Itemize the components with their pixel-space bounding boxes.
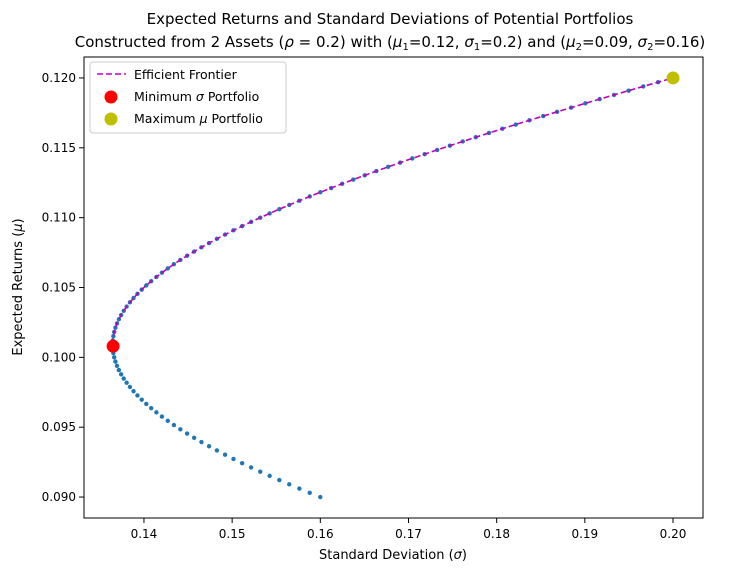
- portfolio-point: [199, 439, 204, 445]
- y-ticks: 0.090 0.095 0.100 0.105 0.110 0.115 0.120: [42, 71, 84, 504]
- portfolio-point: [144, 401, 149, 407]
- legend-min-sigma-label: Minimum σ Portfolio: [134, 89, 259, 104]
- legend: Efficient Frontier Minimum σ Portfolio M…: [89, 61, 287, 134]
- chart-title-line2: Constructed from 2 Assets (ρ = 0.2) with…: [75, 33, 706, 53]
- chart-title-line1: Expected Returns and Standard Deviations…: [147, 10, 634, 28]
- x-tick-label: 0.17: [395, 527, 422, 541]
- portfolio-point: [184, 431, 190, 436]
- portfolio-point: [114, 363, 120, 369]
- portfolio-point: [248, 465, 254, 470]
- portfolio-point: [258, 469, 263, 474]
- x-tick-label: 0.18: [483, 527, 510, 541]
- portfolio-point: [231, 456, 236, 462]
- portfolio-point: [118, 372, 124, 377]
- portfolio-point: [214, 448, 220, 453]
- legend-max-mu-label: Maximum μ Portfolio: [134, 111, 263, 126]
- portfolio-point: [165, 418, 170, 424]
- portfolio-point: [206, 444, 212, 449]
- portfolio-point: [178, 427, 183, 432]
- legend-box: [89, 61, 287, 134]
- portfolio-point: [222, 452, 228, 457]
- x-tick-label: 0.16: [307, 527, 334, 541]
- portfolio-point: [154, 410, 159, 415]
- legend-max-mu-swatch: [104, 112, 118, 126]
- y-tick-label: 0.105: [42, 281, 76, 295]
- portfolio-point: [124, 380, 129, 385]
- y-tick-label: 0.095: [42, 420, 76, 434]
- y-tick-label: 0.110: [42, 211, 76, 225]
- portfolio-point: [111, 333, 116, 339]
- portfolio-point: [318, 494, 323, 500]
- portfolio-point: [113, 359, 118, 364]
- portfolio-point: [121, 376, 126, 381]
- y-tick-label: 0.120: [42, 71, 76, 85]
- portfolio-point: [277, 477, 282, 483]
- y-tick-label: 0.090: [42, 490, 76, 504]
- portfolio-point: [171, 422, 177, 428]
- portfolio-point: [131, 389, 136, 394]
- portfolio-point: [112, 355, 117, 360]
- portfolio-point: [127, 384, 133, 390]
- portfolio-point: [116, 367, 122, 373]
- x-tick-label: 0.20: [660, 527, 687, 541]
- minimum-sigma-marker: [106, 339, 120, 353]
- legend-min-sigma-swatch: [104, 90, 118, 104]
- efficient-frontier-line: [111, 77, 674, 345]
- x-axis-label: Standard Deviation (σ): [319, 548, 467, 563]
- y-tick-label: 0.115: [42, 141, 76, 155]
- portfolio-point: [159, 414, 165, 419]
- portfolio-point: [307, 490, 312, 496]
- portfolio-point: [135, 393, 140, 398]
- x-tick-label: 0.14: [131, 527, 158, 541]
- maximum-mu-marker: [666, 71, 680, 85]
- plot-area: [83, 56, 704, 519]
- portfolio-point: [191, 435, 197, 440]
- portfolio-point: [287, 482, 292, 487]
- portfolio-point: [318, 190, 323, 195]
- portfolio-point: [267, 473, 272, 479]
- portfolio-point: [139, 397, 144, 402]
- portfolio-point: [239, 460, 245, 466]
- x-tick-label: 0.15: [219, 527, 246, 541]
- x-tick-label: 0.19: [571, 527, 598, 541]
- y-tick-label: 0.100: [42, 350, 76, 364]
- portfolio-point: [148, 405, 154, 411]
- portfolio-point: [297, 486, 302, 491]
- legend-frontier-label: Efficient Frontier: [134, 67, 238, 82]
- x-ticks: 0.14 0.15 0.16 0.17 0.18 0.19 0.20: [131, 518, 687, 541]
- y-axis-label: Expected Returns (μ): [11, 218, 26, 355]
